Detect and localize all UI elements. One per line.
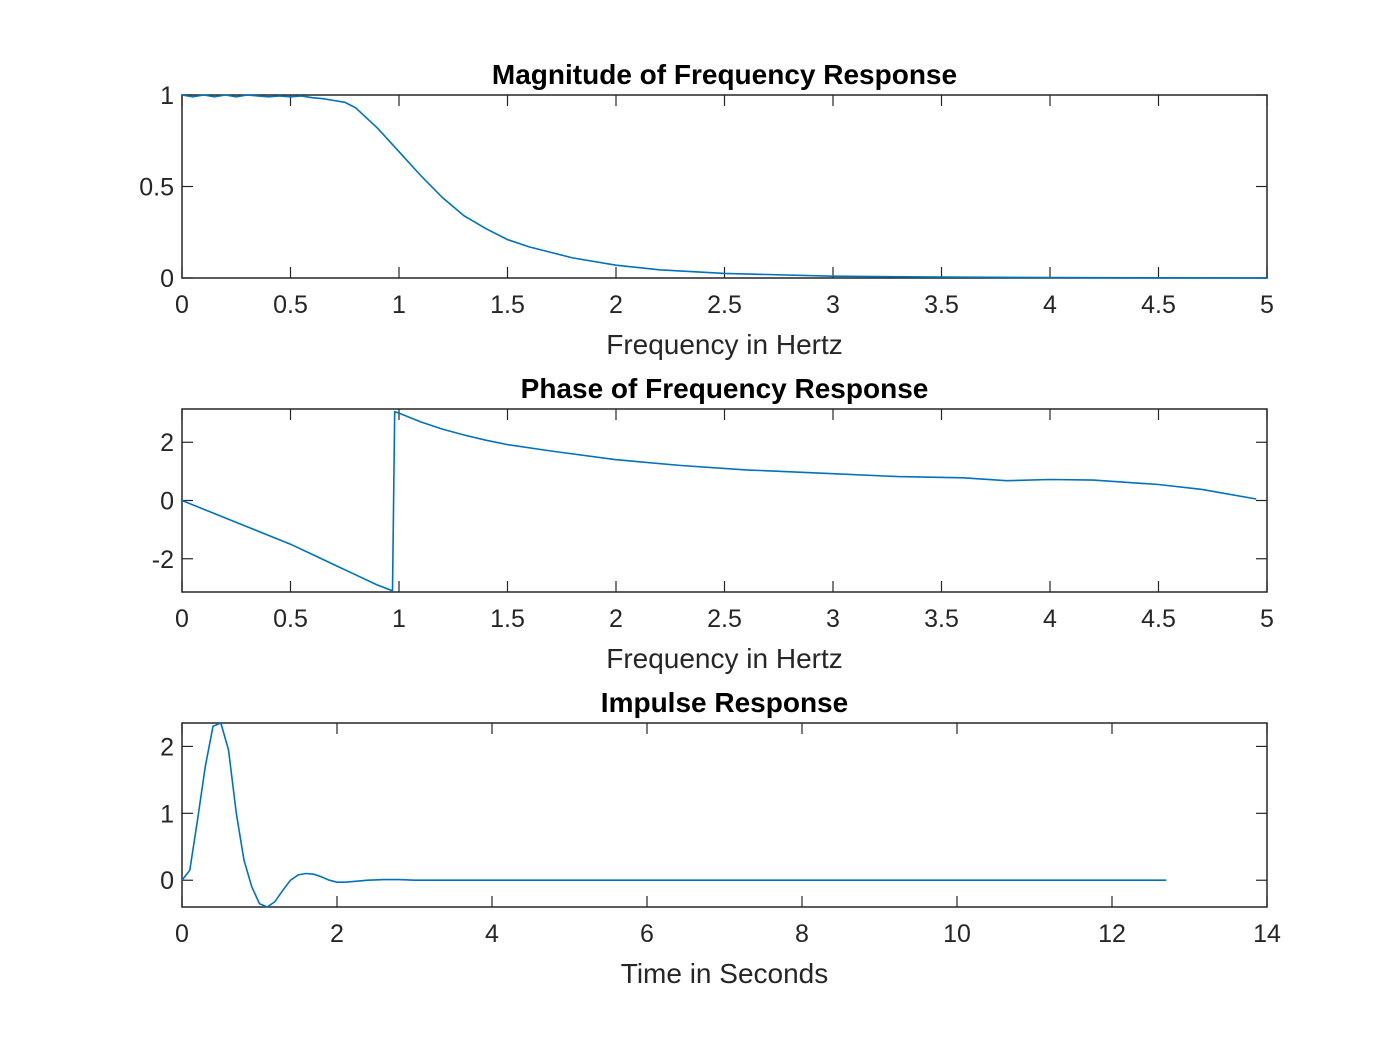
magnitude-xtick-label: 5 (1260, 291, 1274, 319)
impulse-ytick-label: 0 (160, 867, 174, 895)
magnitude-axes-box (181, 94, 1268, 279)
impulse-axes-box (181, 722, 1268, 908)
impulse-title: Impulse Response (601, 687, 848, 718)
phase-xtick-label: 5 (1260, 605, 1274, 633)
phase-ytick-label: 0 (160, 488, 174, 516)
phase-xtick-label: 4 (1043, 605, 1057, 633)
magnitude-series-line (181, 94, 1268, 279)
phase-xtick-label: 0 (175, 605, 189, 633)
magnitude-plot: 0 0.5 1 1.5 2 2.5 3 3.5 4 4.5 5 0 0.5 1 Magnitude of F… (139, 59, 1274, 360)
phase-xtick-label: 2.5 (707, 605, 742, 633)
magnitude-xtick-label: 3 (826, 291, 840, 319)
phase-xlabel: Frequency in Hertz (606, 643, 843, 674)
magnitude-ytick-label: 1 (160, 82, 174, 110)
magnitude-xtick-label: 0.5 (273, 291, 308, 319)
phase-title: Phase of Frequency Response (521, 373, 929, 404)
magnitude-title: Magnitude of Frequency Response (492, 59, 957, 90)
magnitude-xtick-label: 4 (1043, 291, 1057, 319)
magnitude-ytick-label: 0.5 (139, 174, 174, 202)
magnitude-ytick-label: 0 (160, 265, 174, 293)
impulse-xtick-label: 6 (640, 920, 654, 948)
impulse-ytick-label: 1 (160, 800, 174, 828)
phase-xtick-label: 3 (826, 605, 840, 633)
impulse-series-line (181, 721, 1167, 908)
phase-xtick-label: 0.5 (273, 605, 308, 633)
impulse-xtick-label: 2 (330, 920, 344, 948)
magnitude-xlabel: Frequency in Hertz (606, 329, 843, 360)
impulse-xtick-label: 8 (795, 920, 809, 948)
phase-axes-box (181, 408, 1268, 593)
phase-xtick-label: 2 (609, 605, 623, 633)
impulse-xtick-label: 10 (943, 920, 971, 948)
phase-xtick-label: 4.5 (1141, 605, 1176, 633)
phase-ytick-label: -2 (152, 546, 174, 574)
magnitude-xtick-label: 1 (392, 291, 406, 319)
impulse-xtick-label: 12 (1098, 920, 1126, 948)
impulse-xlabel: Time in Seconds (621, 958, 829, 989)
impulse-ytick-label: 2 (160, 733, 174, 761)
magnitude-xtick-label: 1.5 (490, 291, 525, 319)
phase-series-line (181, 410, 1257, 592)
impulse-xtick-label: 0 (175, 920, 189, 948)
impulse-xtick-label: 4 (485, 920, 499, 948)
magnitude-xtick-label: 3.5 (924, 291, 959, 319)
phase-plot: 0 0.5 1 1.5 2 2.5 3 3.5 4 4.5 5 -2 0 2 Phase of Freque… (152, 373, 1274, 674)
phase-xtick-label: 1.5 (490, 605, 525, 633)
impulse-xtick-label: 14 (1253, 920, 1281, 948)
magnitude-xtick-label: 2 (609, 291, 623, 319)
magnitude-xtick-label: 2.5 (707, 291, 742, 319)
magnitude-xtick-label: 0 (175, 291, 189, 319)
phase-ytick-label: 2 (160, 429, 174, 457)
magnitude-xtick-label: 4.5 (1141, 291, 1176, 319)
phase-xtick-label: 1 (392, 605, 406, 633)
phase-xtick-label: 3.5 (924, 605, 959, 633)
